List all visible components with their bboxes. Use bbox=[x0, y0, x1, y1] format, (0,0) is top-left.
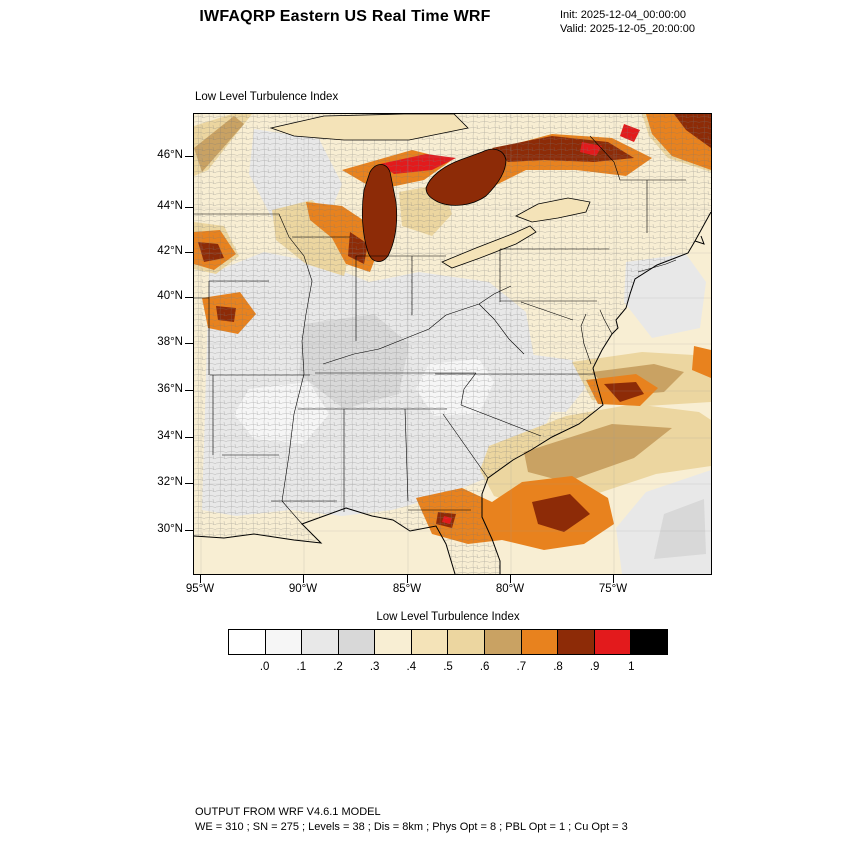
lake-michigan bbox=[361, 164, 398, 262]
coastline bbox=[194, 211, 711, 574]
colorbar-boxes bbox=[228, 629, 668, 655]
x-tick-mark bbox=[303, 575, 304, 583]
y-tick-mark bbox=[185, 483, 193, 484]
great-lakes bbox=[269, 114, 591, 269]
y-tick-mark bbox=[185, 390, 193, 391]
colorbar-tick-label: .7 bbox=[516, 661, 527, 673]
map-canvas bbox=[193, 113, 712, 575]
field-label: Low Level Turbulence Index bbox=[195, 91, 339, 103]
init-time: Init: 2025-12-04_00:00:00 bbox=[560, 9, 686, 21]
colorbar-tick-label: .9 bbox=[589, 661, 600, 673]
colorbar-tick-label: .1 bbox=[296, 661, 307, 673]
x-tick-label: 90°W bbox=[288, 583, 318, 595]
page-title: IWFAQRP Eastern US Real Time WRF bbox=[199, 8, 491, 25]
state-boundaries bbox=[194, 135, 686, 525]
footer: OUTPUT FROM WRF V4.6.1 MODEL WE = 310 ; … bbox=[195, 805, 628, 835]
y-tick-mark bbox=[185, 252, 193, 253]
colorbar-box bbox=[228, 629, 266, 655]
x-axis-labels: 95°W 90°W 85°W 80°W 75°W bbox=[186, 578, 710, 598]
x-tick-mark bbox=[510, 575, 511, 583]
y-tick-mark bbox=[185, 437, 193, 438]
colorbar-tick-label: .6 bbox=[479, 661, 490, 673]
colorbar-box bbox=[375, 629, 412, 655]
run-info: Init: 2025-12-04_00:00:00 Valid: 2025-12… bbox=[560, 8, 695, 36]
x-tick-mark bbox=[407, 575, 408, 583]
lake-ontario bbox=[515, 197, 591, 223]
y-tick-label: 46°N bbox=[157, 149, 183, 161]
footer-model-line: OUTPUT FROM WRF V4.6.1 MODEL bbox=[195, 806, 381, 818]
footer-config-line: WE = 310 ; SN = 275 ; Levels = 38 ; Dis … bbox=[195, 821, 628, 833]
y-tick-label: 36°N bbox=[157, 383, 183, 395]
colorbar-tick-label: .8 bbox=[553, 661, 563, 673]
colorbar-tick-label: 1 bbox=[628, 661, 635, 673]
lake-superior bbox=[269, 114, 469, 141]
y-tick-label: 40°N bbox=[157, 290, 183, 302]
x-tick-label: 95°W bbox=[185, 583, 215, 595]
lake-erie bbox=[441, 225, 537, 269]
colorbar-tick-label: .0 bbox=[259, 661, 270, 673]
colorbar-box bbox=[521, 629, 559, 655]
x-tick-label: 85°W bbox=[392, 583, 422, 595]
y-tick-label: 30°N bbox=[157, 523, 183, 535]
y-tick-label: 44°N bbox=[157, 200, 183, 212]
y-tick-mark bbox=[185, 530, 193, 531]
colorbar-labels: .0 .1 .2 .3 .4 .5 .6 .7 .8 .9 1 bbox=[228, 661, 668, 675]
y-tick-mark bbox=[185, 343, 193, 344]
y-tick-mark bbox=[185, 297, 193, 298]
colorbar-tick-label: .3 bbox=[369, 661, 380, 673]
colorbar-box bbox=[558, 629, 595, 655]
lake-huron bbox=[425, 148, 507, 206]
colorbar-box bbox=[411, 629, 449, 655]
y-tick-mark bbox=[185, 156, 193, 157]
x-tick-label: 75°W bbox=[598, 583, 628, 595]
y-tick-label: 32°N bbox=[157, 476, 183, 488]
colorbar-box bbox=[338, 629, 376, 655]
y-axis-labels: 46°N 44°N 42°N 40°N 38°N 36°N 34°N 32°N 30°N bbox=[0, 113, 186, 573]
y-tick-label: 42°N bbox=[157, 245, 183, 257]
y-tick-label: 34°N bbox=[157, 430, 183, 442]
colorbar-tick-label: .5 bbox=[443, 661, 453, 673]
colorbar-box bbox=[485, 629, 522, 655]
colorbar-box bbox=[265, 629, 303, 655]
colorbar-box bbox=[594, 629, 632, 655]
x-tick-label: 80°W bbox=[495, 583, 525, 595]
colorbar-box bbox=[302, 629, 339, 655]
y-tick-label: 38°N bbox=[157, 336, 183, 348]
colorbar-title: Low Level Turbulence Index bbox=[376, 611, 520, 623]
colorbar-box bbox=[631, 629, 668, 655]
y-tick-mark bbox=[185, 207, 193, 208]
valid-time: Valid: 2025-12-05_20:00:00 bbox=[560, 23, 695, 35]
colorbar-box bbox=[448, 629, 486, 655]
x-tick-mark bbox=[200, 575, 201, 583]
colorbar-tick-label: .4 bbox=[406, 661, 417, 673]
x-tick-mark bbox=[613, 575, 614, 583]
turbulence-map bbox=[194, 114, 711, 574]
colorbar-tick-label: .2 bbox=[333, 661, 343, 673]
